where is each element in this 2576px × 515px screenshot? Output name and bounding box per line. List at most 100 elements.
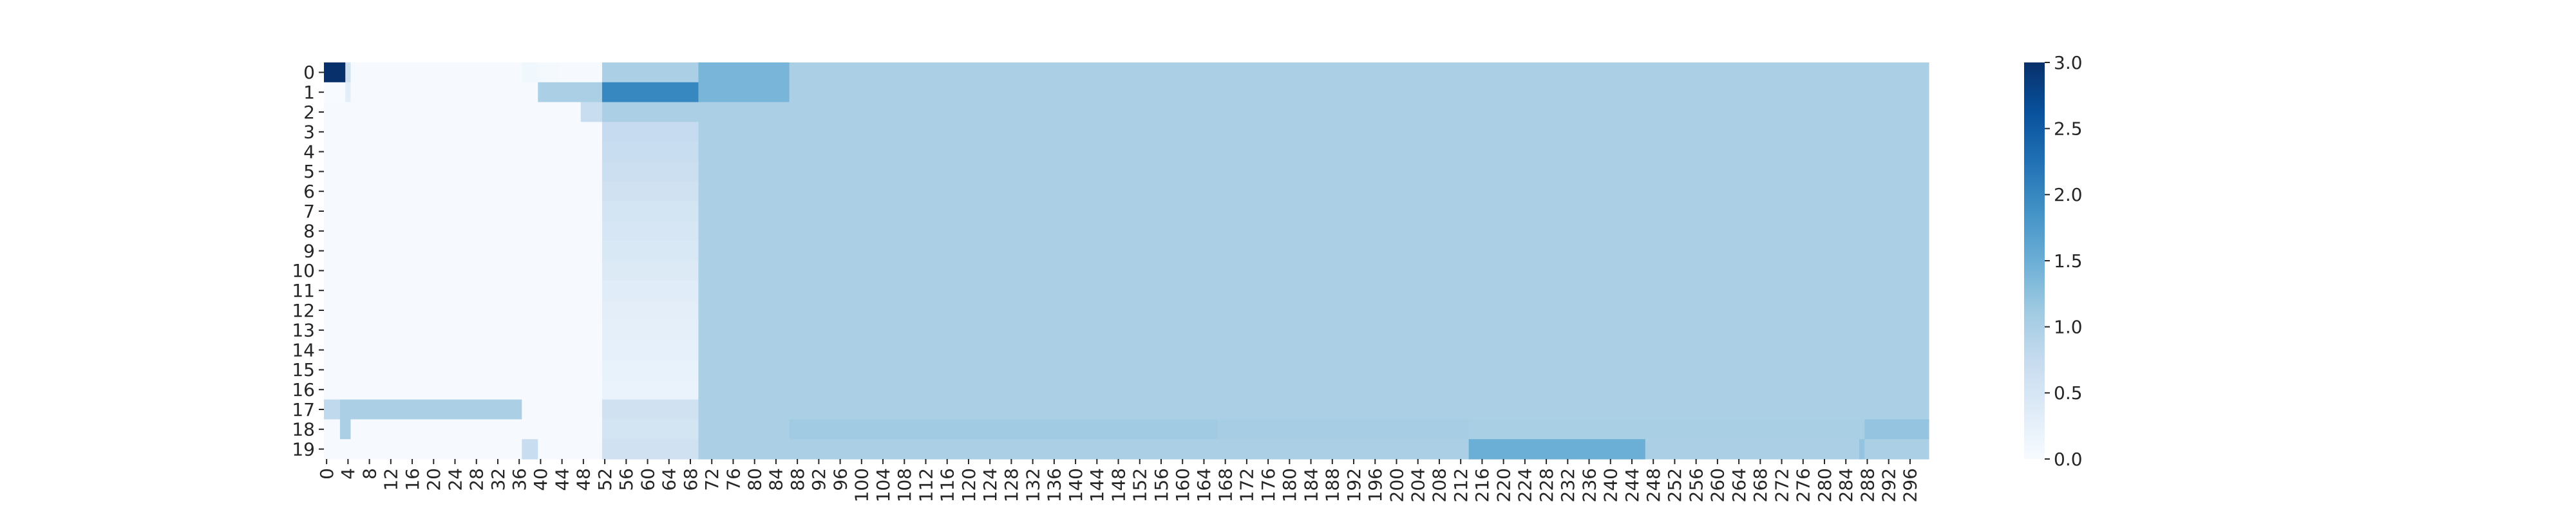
heatmap-cell-run [324, 280, 603, 301]
x-tick-label: 236 [1578, 468, 1600, 502]
heatmap-cell-run [601, 280, 699, 301]
x-tick-label: 136 [1044, 468, 1065, 502]
x-tick-label: 188 [1322, 468, 1343, 502]
heatmap-cell-run [324, 82, 346, 103]
x-tick-label: 40 [530, 468, 551, 491]
heatmap-cell-run [324, 379, 603, 400]
heatmap-cell-run [324, 320, 603, 341]
heatmap-cell-run [601, 419, 699, 440]
x-tick-label: 28 [466, 468, 488, 491]
x-tick-label: 248 [1643, 468, 1664, 502]
heatmap-cell-run [698, 280, 1929, 301]
y-tick-label: 10 [292, 260, 315, 281]
y-tick-label: 12 [292, 300, 315, 321]
x-tick-label: 220 [1493, 468, 1514, 502]
heatmap-cell-run [601, 439, 699, 460]
x-tick-label: 60 [637, 468, 658, 491]
x-tick-label: 276 [1793, 468, 1814, 502]
x-tick-label: 8 [359, 468, 380, 480]
y-tick-label: 17 [292, 399, 315, 420]
heatmap-cell-run [350, 419, 603, 440]
heatmap-cell-run [601, 122, 699, 142]
x-tick-label: 148 [1108, 468, 1129, 502]
x-tick-label: 264 [1728, 468, 1750, 502]
x-tick-label: 100 [851, 468, 873, 502]
x-tick-label: 296 [1900, 468, 1921, 502]
y-tick-label: 7 [303, 201, 315, 222]
x-tick-label: 208 [1429, 468, 1450, 502]
colorbar-tick-label: 3.0 [2054, 52, 2083, 73]
x-tick-label: 20 [423, 468, 444, 491]
heatmap-cell-run [698, 142, 1929, 162]
x-tick-label: 288 [1857, 468, 1878, 502]
x-tick-label: 204 [1408, 468, 1429, 502]
heatmap-cell-run [698, 62, 790, 83]
x-tick-label: 80 [744, 468, 765, 491]
heatmap-cell-run [522, 62, 538, 83]
x-tick-label: 152 [1130, 468, 1151, 502]
heatmap-cell-run [324, 102, 582, 122]
heatmap-cell-run [324, 261, 603, 281]
heatmap-cell-run [350, 82, 538, 103]
heatmap-cell-run [601, 102, 1929, 122]
x-tick-label: 244 [1622, 468, 1643, 502]
heatmap-cell-run [698, 221, 1929, 241]
x-tick-label: 164 [1193, 468, 1215, 502]
x-tick-label: 116 [937, 468, 958, 502]
x-tick-label: 112 [915, 468, 936, 502]
x-tick-label: 72 [701, 468, 723, 491]
heatmap-cell-run [538, 439, 603, 460]
heatmap-cell-run [698, 360, 1929, 380]
heatmap-cell-run [698, 320, 1929, 341]
heatmap-cell-run [1645, 439, 1860, 460]
x-tick-label: 0 [316, 468, 337, 480]
y-tick-label: 8 [303, 221, 315, 242]
heatmap-cell-run [789, 419, 1218, 440]
heatmap-cell-run [698, 122, 1929, 142]
x-tick-label: 64 [659, 468, 680, 491]
heatmap-cell-run [324, 340, 603, 360]
heatmap-cell-run [350, 62, 522, 83]
x-tick-label: 200 [1386, 468, 1407, 502]
x-tick-label: 176 [1258, 468, 1279, 502]
heatmap-cell-run [698, 439, 1470, 460]
colorbar-ticks: 0.0 0.5 1.0 1.5 2.0 2.5 3.0 [2045, 52, 2083, 470]
heatmap-cell-run [601, 142, 699, 162]
heatmap-cell-run [698, 162, 1929, 182]
colorbar-tick-label: 2.5 [2054, 118, 2083, 139]
x-tick-label: 156 [1151, 468, 1172, 502]
colorbar-tick-label: 1.0 [2054, 316, 2083, 337]
heatmap-cell-run [601, 320, 699, 341]
x-tick-label: 224 [1515, 468, 1536, 502]
y-tick-label: 0 [303, 62, 315, 83]
x-tick-label: 144 [1086, 468, 1108, 502]
x-tick-label: 192 [1343, 468, 1365, 502]
x-tick-label: 256 [1685, 468, 1707, 502]
x-tick-label: 172 [1236, 468, 1258, 502]
heatmap-cell-run [324, 162, 603, 182]
heatmap-cell-run [601, 62, 699, 83]
heatmap-cell-run [324, 399, 341, 420]
x-tick-label: 196 [1365, 468, 1386, 502]
heatmap-cell-run [601, 201, 699, 221]
x-tick-label: 180 [1279, 468, 1300, 502]
x-tick-label: 48 [573, 468, 594, 491]
y-tick-label: 15 [292, 359, 315, 380]
x-tick-label: 160 [1172, 468, 1193, 502]
heatmap-cell-run [522, 439, 538, 460]
heatmap-cell-run [324, 241, 603, 261]
heatmap-cell-run [698, 261, 1929, 281]
heatmap-cell-run [324, 439, 522, 460]
heatmap-cells [324, 62, 1929, 460]
x-tick-label: 240 [1600, 468, 1622, 502]
heatmap-cell-run [324, 360, 603, 380]
x-tick-label: 284 [1835, 468, 1857, 502]
x-tick-label: 68 [680, 468, 701, 491]
heatmap-cell-run [522, 399, 603, 420]
x-tick-label: 212 [1450, 468, 1472, 502]
colorbar: 0.0 0.5 1.0 1.5 2.0 2.5 3.0 [2024, 52, 2083, 470]
y-tick-label: 19 [292, 438, 315, 460]
x-tick-label: 92 [808, 468, 829, 491]
